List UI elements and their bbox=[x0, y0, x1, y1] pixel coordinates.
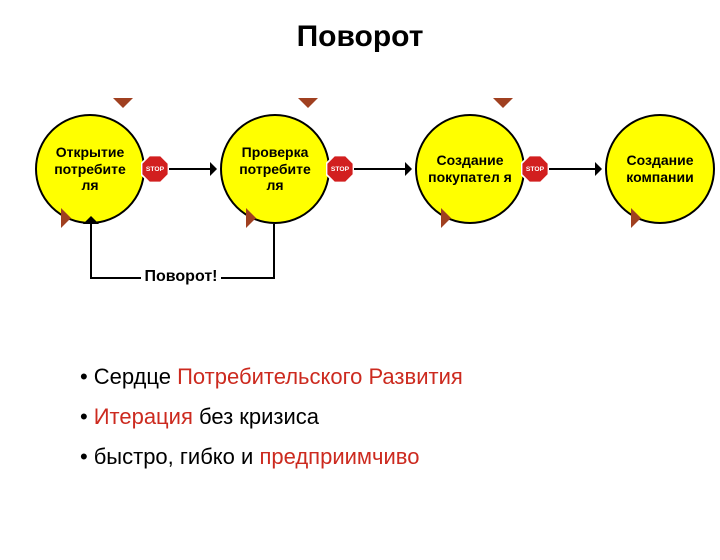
bullet-text: предприимчиво bbox=[259, 444, 419, 469]
arrowhead-icon bbox=[83, 216, 99, 224]
bullet-item: •быстро, гибко и предприимчиво bbox=[80, 444, 720, 470]
decorative-triangle bbox=[113, 98, 133, 108]
page-title: Поворот bbox=[0, 20, 720, 54]
flow-diagram: Открытие потребите ля Проверка потребите … bbox=[0, 114, 720, 344]
bullet-text: Итерация bbox=[94, 404, 199, 429]
decorative-triangle bbox=[61, 208, 71, 228]
flow-node: Создание компании bbox=[605, 114, 715, 224]
arrowhead-icon bbox=[405, 162, 412, 176]
flow-node-label: Создание компании bbox=[615, 152, 705, 186]
bullet-dot: • bbox=[80, 444, 88, 470]
bullet-item: •Сердце Потребительского Развития bbox=[80, 364, 720, 390]
flow-node-label: Проверка потребите ля bbox=[230, 144, 320, 194]
decorative-triangle bbox=[493, 98, 513, 108]
loop-label: Поворот! bbox=[141, 268, 222, 286]
bullet-text: Потребительского Развития bbox=[177, 364, 463, 389]
bullet-list: •Сердце Потребительского Развития•Итерац… bbox=[0, 364, 720, 470]
flow-node-label: Открытие потребите ля bbox=[45, 144, 135, 194]
bullet-text: без кризиса bbox=[199, 404, 319, 429]
arrowhead-icon bbox=[595, 162, 602, 176]
stop-icon: STOP bbox=[521, 155, 549, 183]
svg-text:STOP: STOP bbox=[526, 166, 545, 173]
bullet-dot: • bbox=[80, 404, 88, 430]
flow-node: Создание покупател я bbox=[415, 114, 525, 224]
flow-node: Открытие потребите ля bbox=[35, 114, 145, 224]
bullet-item: •Итерация без кризиса bbox=[80, 404, 720, 430]
bullet-text: и bbox=[241, 444, 259, 469]
stop-icon: STOP bbox=[326, 155, 354, 183]
bullet-text: Сердце bbox=[94, 364, 177, 389]
flow-node-label: Создание покупател я bbox=[425, 152, 515, 186]
svg-text:STOP: STOP bbox=[331, 166, 350, 173]
svg-text:STOP: STOP bbox=[146, 166, 165, 173]
decorative-triangle bbox=[631, 208, 641, 228]
arrowhead-icon bbox=[210, 162, 217, 176]
stop-icon: STOP bbox=[141, 155, 169, 183]
flow-node: Проверка потребите ля bbox=[220, 114, 330, 224]
bullet-dot: • bbox=[80, 364, 88, 390]
decorative-triangle bbox=[298, 98, 318, 108]
bullet-text: быстро, гибко bbox=[94, 444, 241, 469]
decorative-triangle bbox=[441, 208, 451, 228]
